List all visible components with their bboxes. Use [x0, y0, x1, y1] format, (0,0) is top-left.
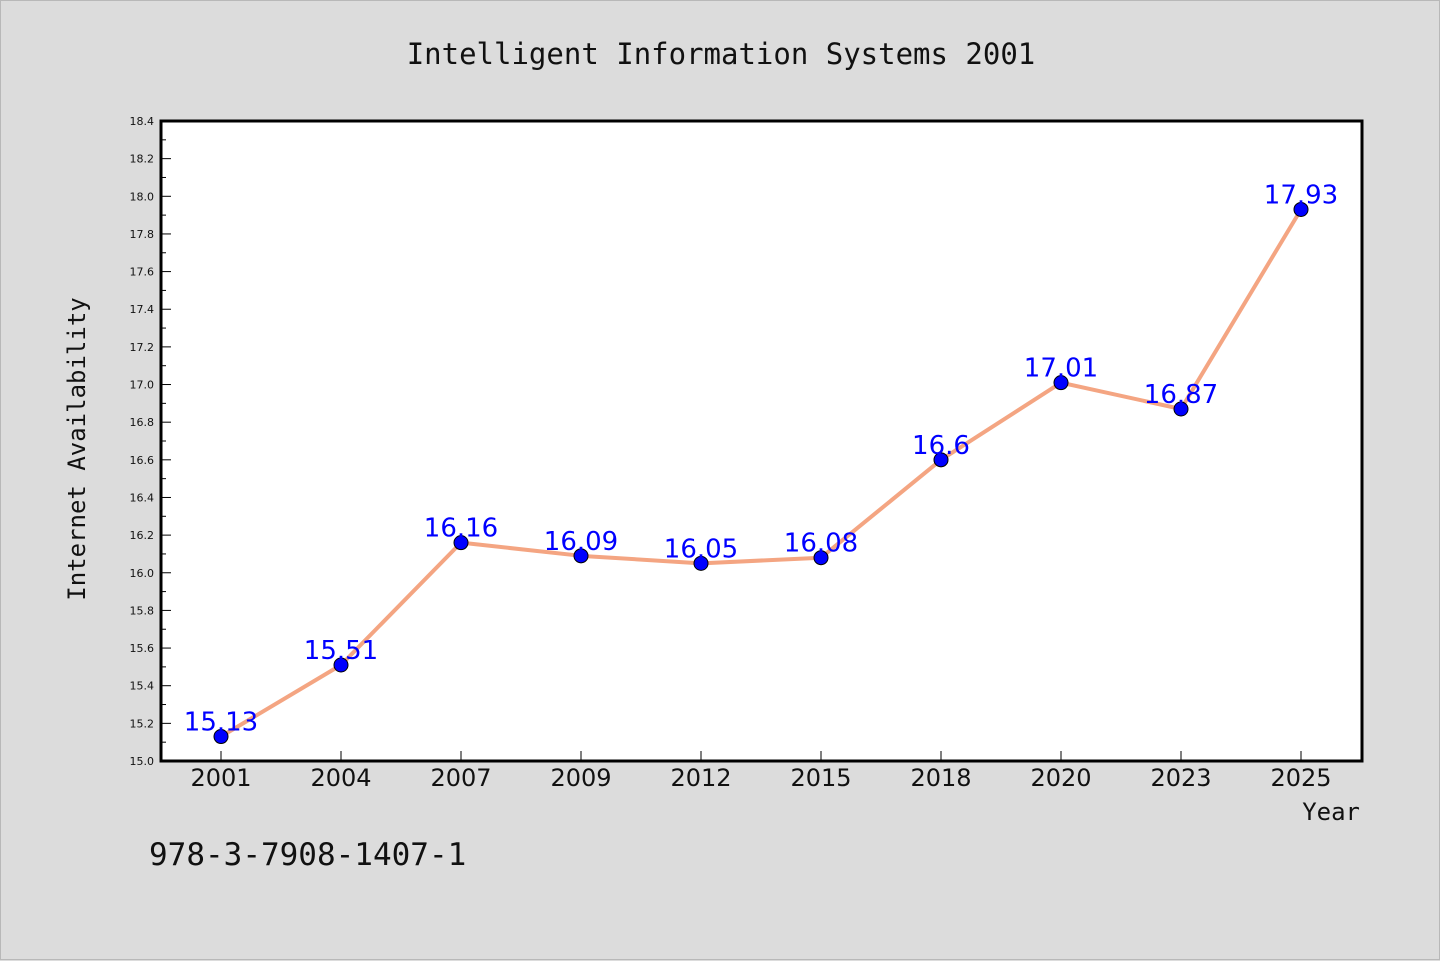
- y-tick-label: 16.4: [130, 491, 155, 504]
- y-tick-label: 16.0: [130, 567, 155, 580]
- data-point-label: 16.87: [1144, 380, 1218, 410]
- isbn-annotation: 978-3-7908-1407-1: [149, 837, 466, 873]
- data-point-label: 17.93: [1264, 180, 1338, 210]
- y-axis-minor-ticks: [161, 139, 166, 743]
- data-point-label: 15.51: [304, 636, 378, 666]
- data-point-label: 17.01: [1024, 354, 1098, 384]
- x-axis-label: Year: [1302, 798, 1360, 826]
- x-tick-label: 2004: [310, 764, 371, 792]
- data-point-marker: [333, 657, 349, 673]
- x-tick-label: 2001: [190, 764, 251, 792]
- data-point-label: 16.6: [912, 431, 970, 461]
- y-tick-label: 15.2: [130, 717, 155, 730]
- series-line: [219, 207, 1303, 739]
- data-point-label: 16.09: [544, 527, 618, 557]
- y-tick-label: 18.0: [130, 190, 155, 203]
- x-tick-label: 2012: [670, 764, 731, 792]
- y-tick-label: 17.8: [130, 228, 155, 241]
- x-tick-label: 2015: [790, 764, 851, 792]
- x-tick-label: 2007: [430, 764, 491, 792]
- y-tick-label: 15.0: [130, 755, 155, 768]
- y-tick-label: 15.8: [130, 604, 155, 617]
- data-point-marker: [693, 555, 709, 571]
- y-tick-label: 18.4: [130, 115, 155, 128]
- y-tick-label: 17.4: [130, 303, 155, 316]
- data-point-marker: [813, 550, 829, 566]
- x-tick-label: 2023: [1150, 764, 1211, 792]
- x-tick-label: 2025: [1270, 764, 1331, 792]
- y-tick-label: 15.6: [130, 642, 155, 655]
- data-point-marker: [1173, 401, 1189, 417]
- y-tick-label: 16.2: [130, 529, 155, 542]
- x-tick-label: 2018: [910, 764, 971, 792]
- y-tick-label: 17.0: [130, 379, 155, 392]
- y-tick-label: 17.6: [130, 266, 155, 279]
- data-markers: [213, 201, 1309, 745]
- x-tick-label: 2020: [1030, 764, 1091, 792]
- data-point-marker: [1053, 375, 1069, 391]
- data-point-marker: [573, 548, 589, 564]
- x-tick-label: 2009: [550, 764, 611, 792]
- y-tick-label: 17.2: [130, 341, 155, 354]
- chart-title: Intelligent Information Systems 2001: [407, 37, 1036, 71]
- x-axis-ticks: 2001 2004 2007 2009 2012 2015 2018 2020 2023 2025: [190, 751, 1332, 792]
- data-point-marker: [933, 452, 949, 468]
- data-point-label: 16.16: [424, 514, 498, 544]
- plot-area: [159, 119, 1364, 763]
- y-tick-label: 18.2: [130, 153, 155, 166]
- y-tick-label: 15.4: [130, 680, 155, 693]
- y-tick-label: 16.8: [130, 416, 155, 429]
- data-point-label: 16.05: [664, 534, 738, 564]
- data-point-marker: [213, 729, 229, 745]
- data-point-label: 15.13: [184, 708, 258, 738]
- data-point-label: 16.08: [784, 529, 858, 559]
- y-axis-ticks: 15.0 15.2 15.4 15.6 15.8 16.0 16.2 16.4 16.6 16.8…: [130, 115, 171, 768]
- data-point-marker: [453, 535, 469, 551]
- y-tick-label: 16.6: [130, 454, 155, 467]
- data-labels: 15.13 15.51 16.16 16.09 16.05 16.08 16.6 17.01 1…: [184, 180, 1338, 737]
- data-point-marker: [1293, 201, 1309, 217]
- y-axis-label: Internet Availability: [63, 297, 91, 600]
